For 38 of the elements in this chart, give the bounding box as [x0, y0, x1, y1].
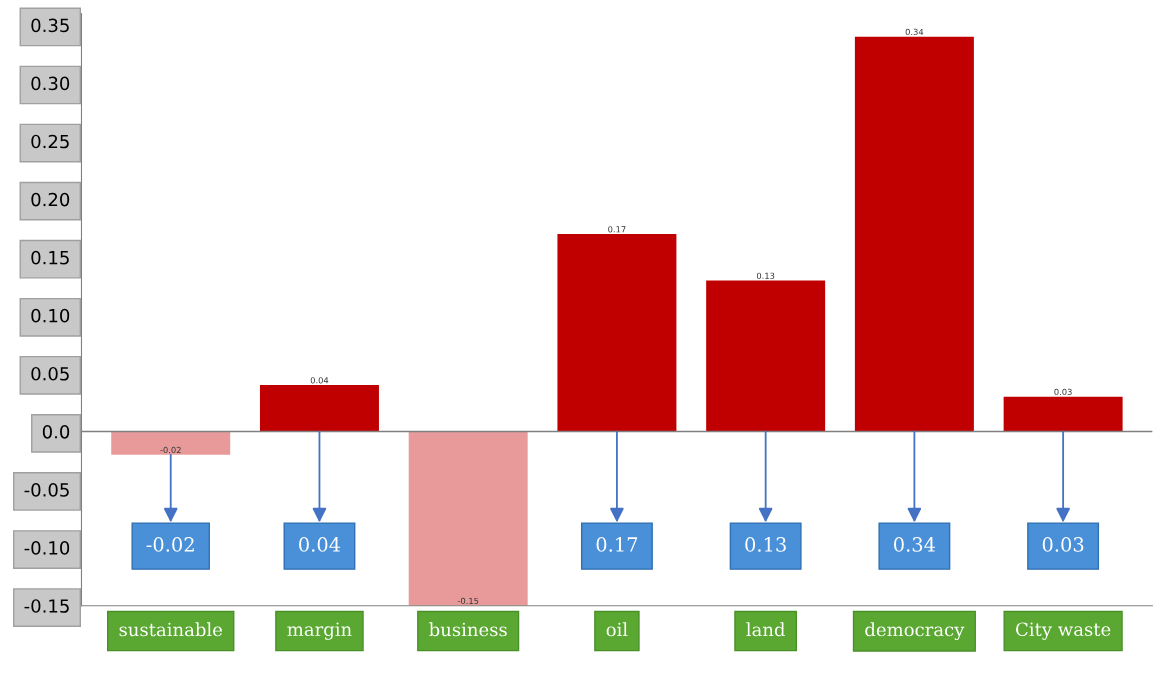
annotation: 0.13: [745, 537, 786, 552]
data-label: 0.34: [905, 28, 924, 36]
bar: [408, 431, 528, 606]
x-tick-label: land: [746, 622, 785, 637]
y-tick-label: 0.05: [31, 366, 69, 381]
annotation: 0.34: [894, 537, 936, 552]
annotation: 0.03: [1042, 537, 1084, 552]
data-label: 0.17: [608, 226, 626, 233]
data-label: -0.15: [457, 597, 479, 605]
x-tick-label: City waste: [1016, 622, 1111, 640]
annotation: -0.02: [146, 537, 194, 552]
y-tick-label: 0.35: [31, 18, 69, 33]
y-tick-label: 0.0: [42, 424, 70, 439]
x-tick-label: margin: [287, 622, 352, 640]
y-tick-label: 0.15: [31, 250, 69, 265]
y-tick-label: 0.25: [31, 134, 69, 149]
annotation: 0.17: [596, 537, 638, 552]
bar: [557, 234, 677, 432]
bar: [259, 385, 379, 432]
y-tick-label: -0.15: [24, 599, 69, 613]
y-tick-label: 0.20: [31, 192, 70, 207]
data-label: 0.13: [756, 272, 775, 279]
bar: [854, 36, 974, 432]
data-label: 0.04: [310, 377, 329, 384]
x-tick-label: democracy: [865, 622, 965, 641]
y-tick-label: 0.30: [31, 76, 70, 91]
data-label: -0.02: [160, 446, 181, 454]
annotation: 0.04: [299, 537, 341, 552]
bar: [1003, 396, 1123, 432]
bar: [706, 280, 826, 432]
x-tick-label: business: [429, 622, 507, 637]
data-label: 0.03: [1054, 388, 1072, 396]
x-tick-label: sustainable: [119, 622, 222, 637]
y-tick-label: -0.05: [24, 483, 69, 497]
y-tick-label: 0.10: [31, 308, 70, 323]
x-tick-label: oil: [606, 622, 628, 637]
bar: [111, 431, 231, 455]
y-tick-label: -0.10: [24, 541, 70, 555]
